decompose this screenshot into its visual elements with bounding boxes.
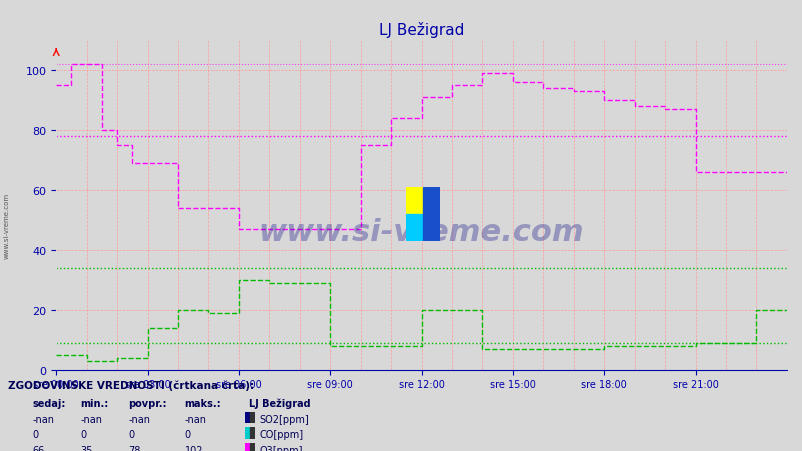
Title: LJ Bežigrad: LJ Bežigrad <box>379 22 464 38</box>
Text: 35: 35 <box>80 445 92 451</box>
Text: 78: 78 <box>128 445 140 451</box>
Text: 66: 66 <box>32 445 44 451</box>
Text: ZGODOVINSKE VREDNOSTI (črtkana črta):: ZGODOVINSKE VREDNOSTI (črtkana črta): <box>8 379 254 390</box>
Text: maks.:: maks.: <box>184 398 221 408</box>
Text: www.si-vreme.com: www.si-vreme.com <box>258 217 584 246</box>
Bar <box>245 443 249 451</box>
Text: O3[ppm]: O3[ppm] <box>259 445 302 451</box>
Bar <box>406 214 423 241</box>
Bar <box>250 443 254 451</box>
Text: -nan: -nan <box>80 414 102 423</box>
Text: min.:: min.: <box>80 398 108 408</box>
Text: 0: 0 <box>80 429 87 439</box>
Text: -nan: -nan <box>128 414 150 423</box>
Bar <box>245 412 249 423</box>
Text: SO2[ppm]: SO2[ppm] <box>259 414 309 423</box>
Text: -nan: -nan <box>32 414 54 423</box>
Text: 0: 0 <box>128 429 135 439</box>
Bar <box>250 412 254 423</box>
Text: povpr.:: povpr.: <box>128 398 167 408</box>
Text: CO[ppm]: CO[ppm] <box>259 429 303 439</box>
Text: 102: 102 <box>184 445 203 451</box>
Bar <box>250 428 254 439</box>
Text: -nan: -nan <box>184 414 206 423</box>
Text: 0: 0 <box>32 429 38 439</box>
Bar <box>423 187 439 241</box>
Bar <box>245 428 249 439</box>
Text: 0: 0 <box>184 429 191 439</box>
Text: LJ Bežigrad: LJ Bežigrad <box>249 397 310 408</box>
Bar <box>406 187 423 214</box>
Text: www.si-vreme.com: www.si-vreme.com <box>4 193 10 258</box>
Text: sedaj:: sedaj: <box>32 398 66 408</box>
